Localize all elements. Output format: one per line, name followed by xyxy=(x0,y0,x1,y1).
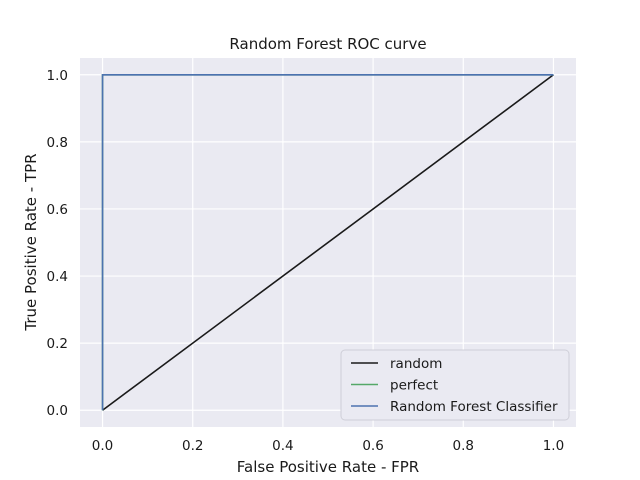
y-tick-labels: 0.0 0.2 0.4 0.6 0.8 1.0 xyxy=(47,68,68,419)
x-tick-label: 0.0 xyxy=(92,438,113,454)
x-tick-label: 0.4 xyxy=(272,438,293,454)
legend: random perfect Random Forest Classifier xyxy=(340,349,570,421)
legend-label: perfect xyxy=(390,378,438,394)
x-tick-label: 0.2 xyxy=(182,438,203,454)
y-tick-label: 0.8 xyxy=(47,135,68,151)
y-tick-label: 0.6 xyxy=(47,202,68,218)
x-tick-label: 0.8 xyxy=(453,438,474,454)
series-line-random-forest-classifier xyxy=(101,73,554,411)
series-line-random xyxy=(102,74,554,411)
y-axis-label: True Positive Rate - TPR xyxy=(22,153,40,331)
y-tick-label: 0.4 xyxy=(47,269,68,285)
y-tick-label: 1.0 xyxy=(47,68,68,84)
legend-label: random xyxy=(390,356,442,372)
grid xyxy=(80,58,576,427)
x-tick-label: 1.0 xyxy=(543,438,564,454)
x-tick-label: 0.6 xyxy=(362,438,383,454)
series-lines xyxy=(101,73,554,411)
y-tick-label: 0.0 xyxy=(47,403,68,419)
x-axis-label: False Positive Rate - FPR xyxy=(237,458,419,476)
chart-title: Random Forest ROC curve xyxy=(229,35,426,53)
y-tick-label: 0.2 xyxy=(47,336,68,352)
x-tick-labels: 0.0 0.2 0.4 0.6 0.8 1.0 xyxy=(92,438,564,454)
legend-box xyxy=(340,349,570,421)
legend-label: Random Forest Classifier xyxy=(390,399,558,415)
